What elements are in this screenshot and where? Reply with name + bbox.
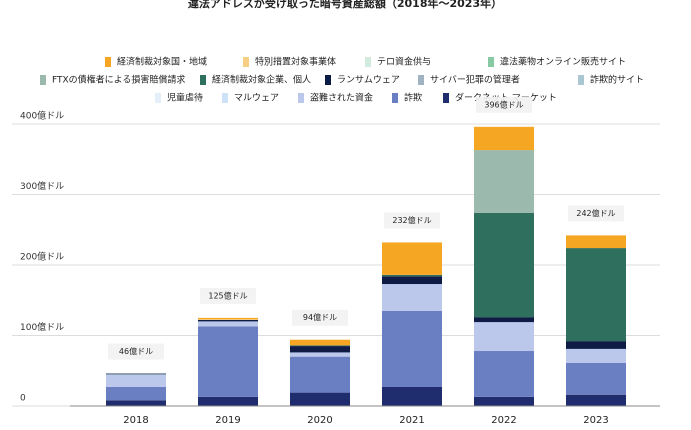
legend-swatch <box>392 93 398 103</box>
legend-label: 違法薬物オンライン販売サイト <box>500 56 626 68</box>
legend-swatch <box>443 93 449 103</box>
bar-segment <box>106 374 166 375</box>
bar-segment <box>198 326 258 397</box>
legend-label: 特別措置対象事業体 <box>255 56 336 68</box>
legend-swatch <box>200 75 206 85</box>
bar-segment <box>382 310 442 387</box>
bar-segment <box>290 345 350 347</box>
legend-swatch <box>325 75 331 85</box>
total-label: 125億ドル <box>208 290 247 300</box>
legend-swatch <box>418 75 424 85</box>
bar-segment <box>566 248 626 342</box>
chart-title: 違法アドレスが受け取った暗号資産総額（2018年〜2023年） <box>188 0 502 10</box>
bar-segment <box>474 351 534 397</box>
total-label-box <box>476 96 532 113</box>
total-label-box <box>108 343 164 360</box>
x-tick-label: 2022 <box>491 415 516 426</box>
legend-label: 経済制裁対象国・地域 <box>117 56 207 68</box>
bar-segment <box>474 150 534 213</box>
legend-label: 盗難された資金 <box>310 92 373 104</box>
total-label-box <box>200 287 256 304</box>
legend-swatch <box>578 75 584 85</box>
bar-segment <box>566 235 626 249</box>
bar-segment <box>290 352 350 357</box>
y-tick-label: 400億ドル <box>20 110 64 122</box>
bar-segment <box>474 317 534 323</box>
legend-swatch <box>365 57 371 67</box>
bar-segment <box>198 396 258 406</box>
total-label: 94億ドル <box>303 312 337 322</box>
bar-segment <box>474 126 534 151</box>
legend-swatch <box>105 57 111 67</box>
bar-segment <box>198 319 258 322</box>
bar-segment <box>290 356 350 393</box>
x-tick-label: 2019 <box>215 415 240 426</box>
bar-segment <box>382 284 442 311</box>
bar-segment <box>198 317 258 320</box>
y-tick-label: 100億ドル <box>20 321 64 333</box>
legend-label: 詐欺的サイト <box>590 74 644 86</box>
x-tick-label: 2023 <box>583 415 608 426</box>
bar-segment <box>382 242 442 275</box>
bar-segment <box>566 348 626 363</box>
total-label-box <box>568 205 624 222</box>
legend-label: テロ資金供与 <box>377 56 431 68</box>
bar-segment <box>566 341 626 349</box>
bar-segment <box>474 396 534 406</box>
legend-swatch <box>40 75 46 85</box>
legend-label: 経済制裁対象企業、個人 <box>212 74 311 86</box>
total-label: 242億ドル <box>576 208 615 218</box>
bar-segment <box>290 346 350 353</box>
legend-swatch <box>222 93 228 103</box>
bar-segment <box>198 321 258 327</box>
total-label-box <box>384 212 440 229</box>
legend-label: FTXの債権者による損害賠償請求 <box>52 74 185 86</box>
y-tick-label: 0 <box>20 394 26 404</box>
bar-segment <box>382 276 442 285</box>
total-label-box <box>292 309 348 326</box>
legend-swatch <box>243 57 249 67</box>
bar-segment <box>566 362 626 395</box>
bar-segment <box>382 274 442 277</box>
y-tick-label: 200億ドル <box>20 251 64 263</box>
legend-swatch <box>155 93 161 103</box>
total-label: 232億ドル <box>392 215 431 225</box>
bar-segment <box>474 212 534 318</box>
legend-label: サイバー犯罪の管理者 <box>430 74 520 86</box>
bar-segment <box>290 339 350 346</box>
x-tick-label: 2021 <box>399 415 424 426</box>
legend-label: マルウェア <box>234 93 279 104</box>
bar-segment <box>198 319 258 320</box>
legend-label: ランサムウェア <box>337 75 400 86</box>
bar-segment <box>290 392 350 406</box>
legend-swatch <box>298 93 304 103</box>
bar-segment <box>106 386 166 401</box>
bar-segment <box>106 373 166 375</box>
bar-segment <box>106 400 166 406</box>
legend-label: 児童虐待 <box>167 92 203 104</box>
y-tick-label: 300億ドル <box>20 180 64 192</box>
bar-segment <box>474 322 534 352</box>
total-label: 396億ドル <box>484 99 523 109</box>
x-tick-label: 2018 <box>123 415 148 426</box>
bar-segment <box>106 374 166 387</box>
total-label: 46億ドル <box>119 346 153 356</box>
legend-swatch <box>488 57 494 67</box>
x-tick-label: 2020 <box>307 415 332 426</box>
legend-label: 詐欺 <box>404 92 422 104</box>
bar-segment <box>566 394 626 406</box>
bar-segment <box>382 386 442 406</box>
